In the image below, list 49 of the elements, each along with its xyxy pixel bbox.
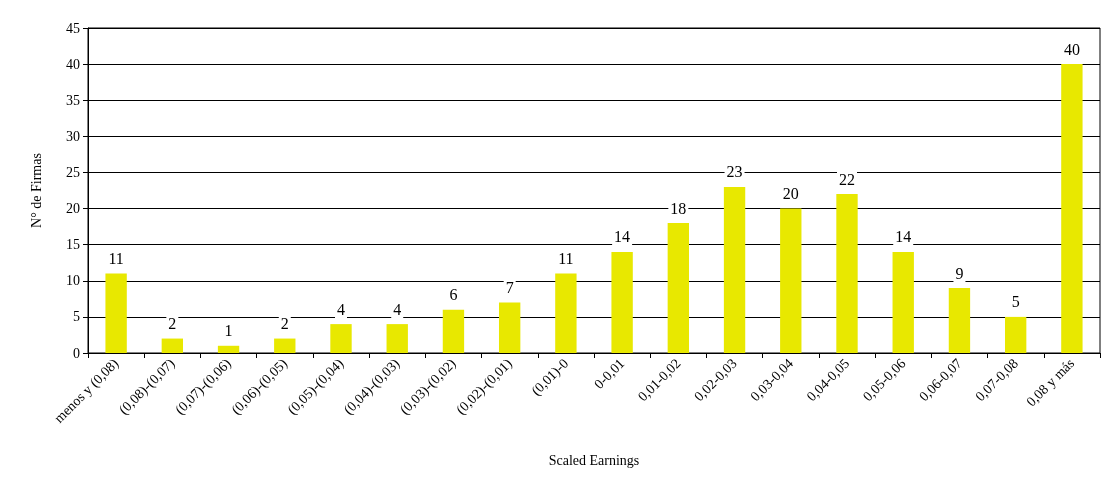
y-tick-label: 45: [66, 20, 80, 36]
bar: [1061, 64, 1083, 353]
data-label: 40: [1063, 40, 1080, 58]
y-tick-label: 35: [66, 92, 80, 108]
data-label: 18: [670, 199, 687, 217]
bar: [217, 345, 240, 353]
y-tick-label: 0: [73, 345, 80, 361]
data-label: 1: [224, 322, 233, 340]
data-label: 11: [558, 250, 574, 268]
bar: [723, 186, 746, 353]
bar: [498, 302, 521, 353]
bar: [611, 251, 633, 353]
y-axis-title: N° de Firmas: [28, 153, 44, 228]
bar: [442, 309, 465, 353]
bar: [105, 273, 127, 353]
data-label: 11: [108, 250, 124, 268]
bar: [1004, 316, 1027, 353]
data-label: 5: [1011, 293, 1020, 311]
y-tick-label: 30: [66, 128, 80, 144]
y-tick-label: 5: [73, 309, 80, 325]
x-axis-title: Scaled Earnings: [548, 452, 640, 468]
data-label: 6: [449, 286, 458, 304]
data-label: 20: [782, 185, 799, 203]
y-tick-label: 20: [66, 201, 80, 217]
bar: [948, 288, 971, 353]
y-tick-label: 15: [66, 237, 80, 253]
bar: [667, 223, 690, 353]
data-label: 23: [726, 163, 743, 181]
y-tick-label: 25: [66, 164, 80, 180]
bar: [161, 338, 184, 353]
bar: [330, 324, 352, 353]
bar: [892, 251, 914, 353]
bar: [274, 338, 296, 353]
data-label: 4: [393, 300, 402, 318]
bar: [836, 194, 858, 353]
data-label: 9: [955, 264, 964, 282]
y-tick-label: 40: [66, 56, 80, 72]
data-label: 22: [839, 170, 855, 188]
data-label: 2: [168, 315, 177, 333]
data-label: 4: [337, 300, 345, 318]
x-tick-label: 0,08 y más: [1023, 355, 1078, 410]
bar: [386, 324, 408, 353]
data-label: 2: [280, 315, 289, 333]
data-label: 14: [895, 228, 912, 246]
bar: [555, 273, 577, 353]
data-label: 14: [614, 228, 631, 246]
data-label: 7: [505, 278, 514, 296]
bar: [780, 208, 802, 353]
y-tick-label: 10: [66, 273, 80, 289]
